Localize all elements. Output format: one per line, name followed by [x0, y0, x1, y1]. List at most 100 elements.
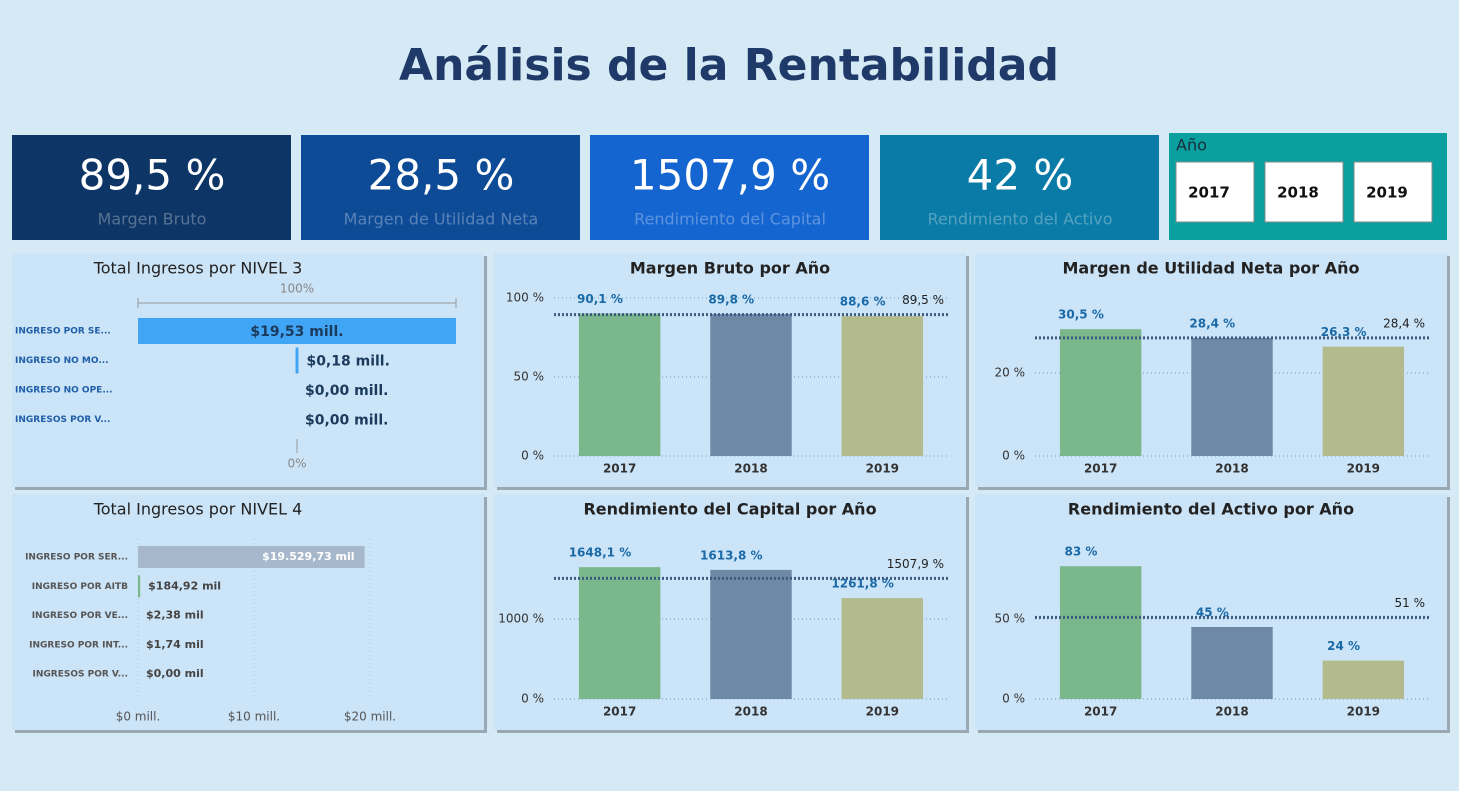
panel: [12, 494, 484, 730]
bar: [1191, 337, 1273, 456]
value-label: 83 %: [1065, 545, 1098, 559]
chart-title: Margen Bruto por Año: [630, 259, 830, 278]
category-label: INGRESO POR AITB: [32, 582, 128, 592]
x-tick-label: 2019: [1347, 705, 1380, 719]
x-tick-label: $20 mill.: [344, 710, 396, 724]
funnel-bar: [138, 318, 456, 344]
bar: [1322, 660, 1405, 699]
x-tick-label: 2017: [1084, 705, 1117, 719]
value-label: 26,3 %: [1321, 325, 1367, 339]
value-label: 1613,8 %: [700, 548, 763, 562]
chart-title: Rendimiento del Activo por Año: [1068, 500, 1354, 519]
reference-label: 1507,9 %: [887, 557, 944, 571]
value-label: 1261,8 %: [831, 577, 894, 591]
kpi-value: 89,5 %: [79, 151, 226, 200]
x-tick-label: $0 mill.: [116, 710, 161, 724]
kpi-value: 1507,9 %: [630, 151, 830, 200]
kpi-card: [590, 135, 869, 240]
funnel-bottom-label: 0%: [287, 457, 306, 471]
value-label: $184,92 mil: [148, 579, 221, 592]
bar: [1191, 627, 1273, 699]
value-label: 30,5 %: [1058, 308, 1104, 322]
y-tick-label: 0 %: [1002, 692, 1025, 706]
reference-label: 89,5 %: [902, 293, 944, 307]
value-label: 90,1 %: [577, 292, 623, 306]
bar: [841, 598, 924, 699]
value-label: 89,8 %: [708, 293, 754, 307]
funnel-top-label: 100%: [280, 282, 314, 296]
slicer-option[interactable]: [1175, 161, 1255, 223]
x-tick-label: 2017: [603, 705, 636, 719]
kpi-value: 28,5 %: [368, 151, 515, 200]
y-tick-label: 0 %: [521, 449, 544, 463]
kpi-value: 42 %: [967, 151, 1074, 200]
value-label: $2,38 mil: [146, 609, 204, 622]
bar: [578, 313, 661, 456]
slicer-option[interactable]: [1264, 161, 1344, 223]
kpi-label: Rendimiento del Capital: [634, 210, 826, 229]
y-tick-label: 50 %: [514, 370, 545, 384]
reference-label: 51 %: [1395, 596, 1426, 610]
value-label: 1648,1 %: [569, 546, 632, 560]
y-tick-label: 0 %: [521, 692, 544, 706]
chart-title: Margen de Utilidad Neta por Año: [1062, 259, 1359, 278]
value-label: $19,53 mill.: [250, 324, 343, 340]
value-label: $0,00 mill.: [305, 413, 388, 429]
category-label: INGRESO POR SE...: [15, 327, 111, 337]
value-label: 24 %: [1327, 639, 1360, 653]
category-label: INGRESO NO MO...: [15, 356, 109, 366]
kpi-label: Margen de Utilidad Neta: [344, 210, 539, 229]
bar: [710, 569, 792, 699]
y-tick-label: 1000 %: [498, 612, 544, 626]
x-tick-label: 2018: [1215, 705, 1248, 719]
x-tick-label: 2017: [603, 462, 636, 476]
x-tick-label: $10 mill.: [228, 710, 280, 724]
bar: [1059, 566, 1142, 699]
category-label: INGRESO NO OPE...: [15, 386, 113, 396]
kpi-card: [880, 135, 1159, 240]
kpi-card: [12, 135, 291, 240]
page-title: Análisis de la Rentabilidad: [399, 40, 1059, 91]
x-tick-label: 2017: [1084, 462, 1117, 476]
slicer-option-label[interactable]: 2017: [1188, 184, 1230, 202]
value-label: $0,18 mill.: [306, 354, 389, 370]
value-label: $1,74 mil: [146, 638, 204, 651]
chart-title: Rendimiento del Capital por Año: [583, 500, 876, 519]
chart-title: Total Ingresos por NIVEL 4: [93, 500, 303, 519]
x-tick-label: 2019: [866, 705, 899, 719]
slicer-option-label[interactable]: 2018: [1277, 184, 1319, 202]
chart-title: Total Ingresos por NIVEL 3: [93, 259, 303, 278]
slicer-option[interactable]: [1353, 161, 1433, 223]
x-tick-label: 2018: [734, 462, 767, 476]
value-label: 88,6 %: [840, 295, 886, 309]
category-label: INGRESO POR INT...: [29, 640, 128, 650]
category-label: INGRESOS POR V...: [15, 415, 110, 425]
category-label: INGRESOS POR V...: [33, 670, 128, 680]
bar: [578, 567, 661, 699]
x-tick-label: 2018: [1215, 462, 1248, 476]
category-label: INGRESO POR VE...: [32, 611, 128, 621]
kpi-card: [301, 135, 580, 240]
slicer-option-label[interactable]: 2019: [1366, 184, 1408, 202]
kpi-label: Rendimiento del Activo: [927, 210, 1112, 229]
y-tick-label: 20 %: [995, 365, 1026, 379]
bar: [710, 314, 792, 456]
value-label: 28,4 %: [1189, 316, 1235, 330]
panel: [12, 253, 484, 487]
value-label: $19.529,73 mil: [262, 550, 354, 563]
x-tick-label: 2019: [866, 462, 899, 476]
slicer-title: Año: [1176, 136, 1207, 155]
y-tick-label: 0 %: [1002, 449, 1025, 463]
kpi-label: Margen Bruto: [98, 210, 207, 229]
bar: [1059, 329, 1142, 456]
value-label: $0,00 mil: [146, 667, 204, 680]
value-label: $0,00 mill.: [305, 383, 388, 399]
bar: [1322, 346, 1405, 456]
bar: [138, 546, 365, 568]
funnel-bar: [295, 347, 299, 374]
bar: [138, 575, 141, 598]
bar: [841, 316, 924, 456]
category-label: INGRESO POR SER...: [25, 553, 128, 563]
x-tick-label: 2018: [734, 705, 767, 719]
